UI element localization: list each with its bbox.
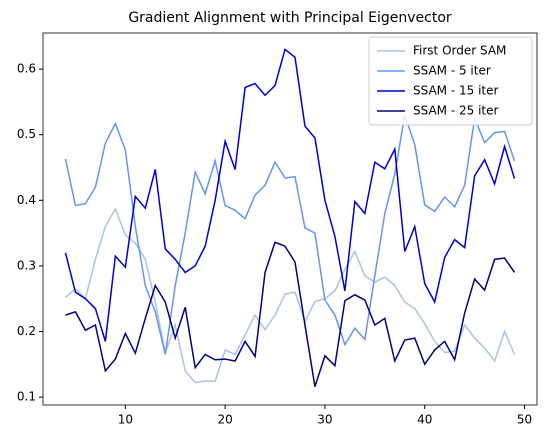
x-tick-label: 30: [317, 413, 332, 427]
x-tick-label: 10: [118, 413, 133, 427]
chart-title: Gradient Alignment with Principal Eigenv…: [128, 10, 452, 26]
y-tick-label: 0.2: [17, 324, 36, 338]
series-line: [64, 48, 516, 342]
legend-box: [368, 36, 533, 126]
x-tick-label: 20: [217, 413, 232, 427]
legend-label: SSAM - 5 iter: [413, 64, 491, 78]
x-tick-label: 40: [417, 413, 432, 427]
series-line: [64, 114, 516, 355]
legend-label: First Order SAM: [413, 44, 506, 58]
series-line: [64, 207, 516, 384]
y-tick-label: 0.6: [17, 62, 36, 76]
plot-frame: [42, 32, 538, 406]
series-line: [65, 241, 516, 387]
legend-label: SSAM - 25 iter: [413, 104, 498, 118]
x-tick-label: 50: [517, 413, 532, 427]
y-tick-label: 0.5: [17, 127, 36, 141]
y-tick-label: 0.3: [17, 258, 36, 272]
y-tick-label: 0.1: [17, 390, 36, 404]
y-tick-label: 0.4: [17, 193, 36, 207]
legend-label: SSAM - 15 iter: [413, 84, 498, 98]
